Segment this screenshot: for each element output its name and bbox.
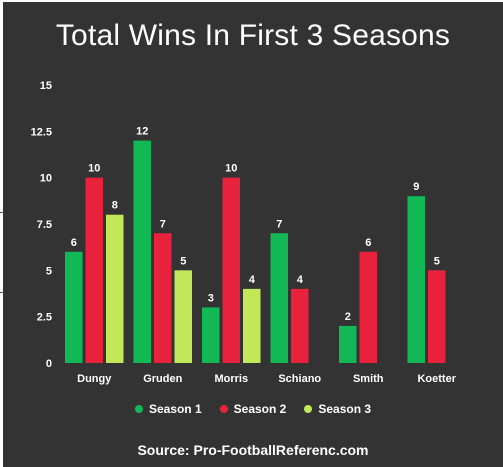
data-label: 7 — [276, 218, 282, 230]
legend-swatch-season-2 — [219, 405, 228, 413]
bar-schiano-series-1 — [270, 233, 288, 363]
x-category-label: Schiano — [278, 373, 321, 385]
x-category-label: Morris — [214, 373, 248, 385]
y-tick-label: 10 — [40, 173, 52, 185]
bar-gruden-series-3 — [174, 270, 192, 363]
bar-gruden-series-1 — [133, 140, 151, 363]
data-label: 2 — [345, 311, 351, 323]
data-label: 6 — [71, 237, 77, 249]
x-category-label: Smith — [353, 373, 384, 385]
chart-title: Total Wins In First 3 Seasons — [55, 19, 451, 52]
data-label: 9 — [413, 181, 419, 193]
bar-morris-series-2 — [222, 177, 240, 363]
bar-smith-series-2 — [359, 251, 377, 363]
x-category-label: Gruden — [143, 373, 182, 385]
data-label: 3 — [208, 292, 214, 304]
edge-tick-mark — [0, 292, 4, 293]
legend-item-season-1: Season 1 — [134, 402, 202, 416]
legend-item-season-3: Season 3 — [304, 402, 371, 416]
bar-morris-series-1 — [202, 307, 220, 363]
legend-label-season-2: Season 2 — [233, 402, 287, 416]
data-label: 8 — [112, 200, 118, 212]
bar-chart-plot: 0 2.5 5 7.5 10 12.5 15 6 10 8 Dungy 12 7 5 Gruden 3 10 4 M… — [31, 80, 457, 385]
legend-swatch-season-1 — [134, 405, 143, 413]
chart-legend: Season 1 Season 2 Season 3 — [3, 402, 503, 416]
y-tick-label: 2.5 — [37, 312, 52, 324]
data-label: 5 — [180, 255, 186, 267]
bar-smith-series-1 — [339, 325, 357, 363]
y-tick-label: 5 — [46, 265, 52, 277]
chart-card: Total Wins In First 3 Seasons 0 2.5 5 7.5 10… — [3, 2, 503, 467]
bar-koetter-series-1 — [407, 196, 425, 363]
data-label: 12 — [136, 126, 148, 138]
source-note: Source: Pro-FootballReferenc.com — [137, 442, 369, 458]
bar-morris-series-3 — [243, 288, 261, 363]
y-tick-label: 12.5 — [31, 126, 52, 138]
y-tick-label: 0 — [46, 358, 52, 370]
data-label: 4 — [297, 274, 304, 286]
data-label: 4 — [249, 274, 256, 286]
bar-dungy-series-3 — [106, 214, 124, 363]
legend-label-season-3: Season 3 — [318, 402, 372, 416]
edge-tick-mark — [0, 212, 4, 213]
y-tick-label: 7.5 — [37, 219, 52, 231]
legend-item-season-2: Season 2 — [219, 402, 287, 416]
data-label: 6 — [365, 237, 371, 249]
legend-swatch-season-3 — [304, 405, 313, 413]
bar-gruden-series-2 — [154, 233, 172, 363]
data-label: 10 — [88, 163, 100, 175]
x-category-label: Koetter — [417, 373, 456, 385]
data-label: 5 — [434, 255, 440, 267]
bar-koetter-series-2 — [428, 270, 446, 363]
x-category-label: Dungy — [77, 373, 112, 385]
bar-dungy-series-1 — [65, 251, 83, 363]
bar-dungy-series-2 — [85, 177, 103, 363]
data-label: 7 — [160, 218, 166, 230]
legend-label-season-1: Season 1 — [148, 402, 202, 416]
bar-schiano-series-2 — [291, 288, 309, 363]
y-tick-label: 15 — [40, 80, 52, 92]
data-label: 10 — [225, 163, 237, 175]
